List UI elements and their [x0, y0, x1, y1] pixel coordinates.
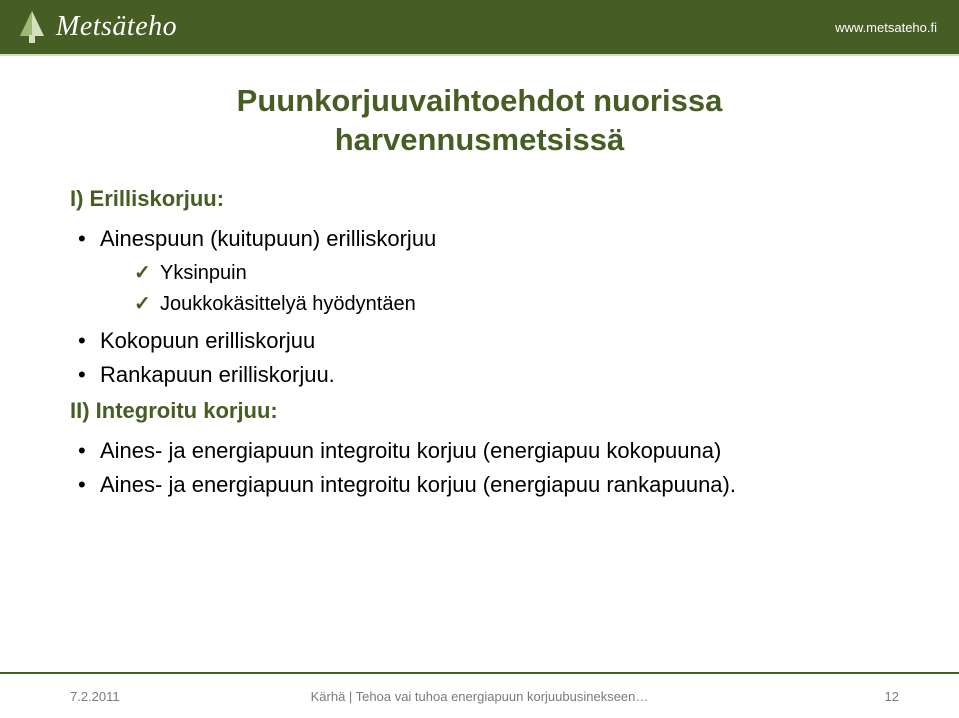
site-url: www.metsateho.fi: [835, 20, 937, 35]
footer-date: 7.2.2011: [70, 689, 120, 704]
list-item: Aines- ja energiapuun integroitu korjuu …: [78, 468, 889, 502]
list-item: Kokopuun erilliskorjuu: [78, 324, 889, 358]
list-item: Aines- ja energiapuun integroitu korjuu …: [78, 434, 889, 468]
title-line-2: harvennusmetsissä: [335, 122, 624, 157]
header-bar: Metsäteho www.metsateho.fi: [0, 0, 959, 54]
list-item-text: Ainespuun (kuitupuun) erilliskorjuu: [100, 226, 436, 251]
section1-sublist: Yksinpuin Joukkokäsittelyä hyödyntäen: [100, 258, 889, 320]
brand: Metsäteho: [18, 10, 177, 44]
check-item: Joukkokäsittelyä hyödyntäen: [134, 289, 889, 320]
slide-body: Puunkorjuuvaihtoehdot nuorissa harvennus…: [0, 56, 959, 672]
tree-logo-icon: [18, 10, 46, 44]
check-item: Yksinpuin: [134, 258, 889, 289]
list-item: Rankapuun erilliskorjuu.: [78, 358, 889, 392]
footer-center: Kärhä | Tehoa vai tuhoa energiapuun korj…: [311, 689, 649, 704]
slide: Metsäteho www.metsateho.fi Puunkorjuuvai…: [0, 0, 959, 718]
list-item: Ainespuun (kuitupuun) erilliskorjuu Yksi…: [78, 222, 889, 320]
footer-page: 12: [885, 689, 899, 704]
section2: II) Integroitu korjuu: Aines- ja energia…: [70, 398, 889, 502]
brand-name: Metsäteho: [56, 11, 177, 43]
title-line-1: Puunkorjuuvaihtoehdot nuorissa: [237, 83, 723, 118]
footer: 7.2.2011 Kärhä | Tehoa vai tuhoa energia…: [0, 672, 959, 718]
section2-heading: II) Integroitu korjuu:: [70, 398, 889, 424]
slide-title: Puunkorjuuvaihtoehdot nuorissa harvennus…: [70, 82, 889, 160]
section1-heading: I) Erilliskorjuu:: [70, 186, 889, 212]
section2-list: Aines- ja energiapuun integroitu korjuu …: [70, 434, 889, 502]
section1-list: Ainespuun (kuitupuun) erilliskorjuu Yksi…: [70, 222, 889, 392]
